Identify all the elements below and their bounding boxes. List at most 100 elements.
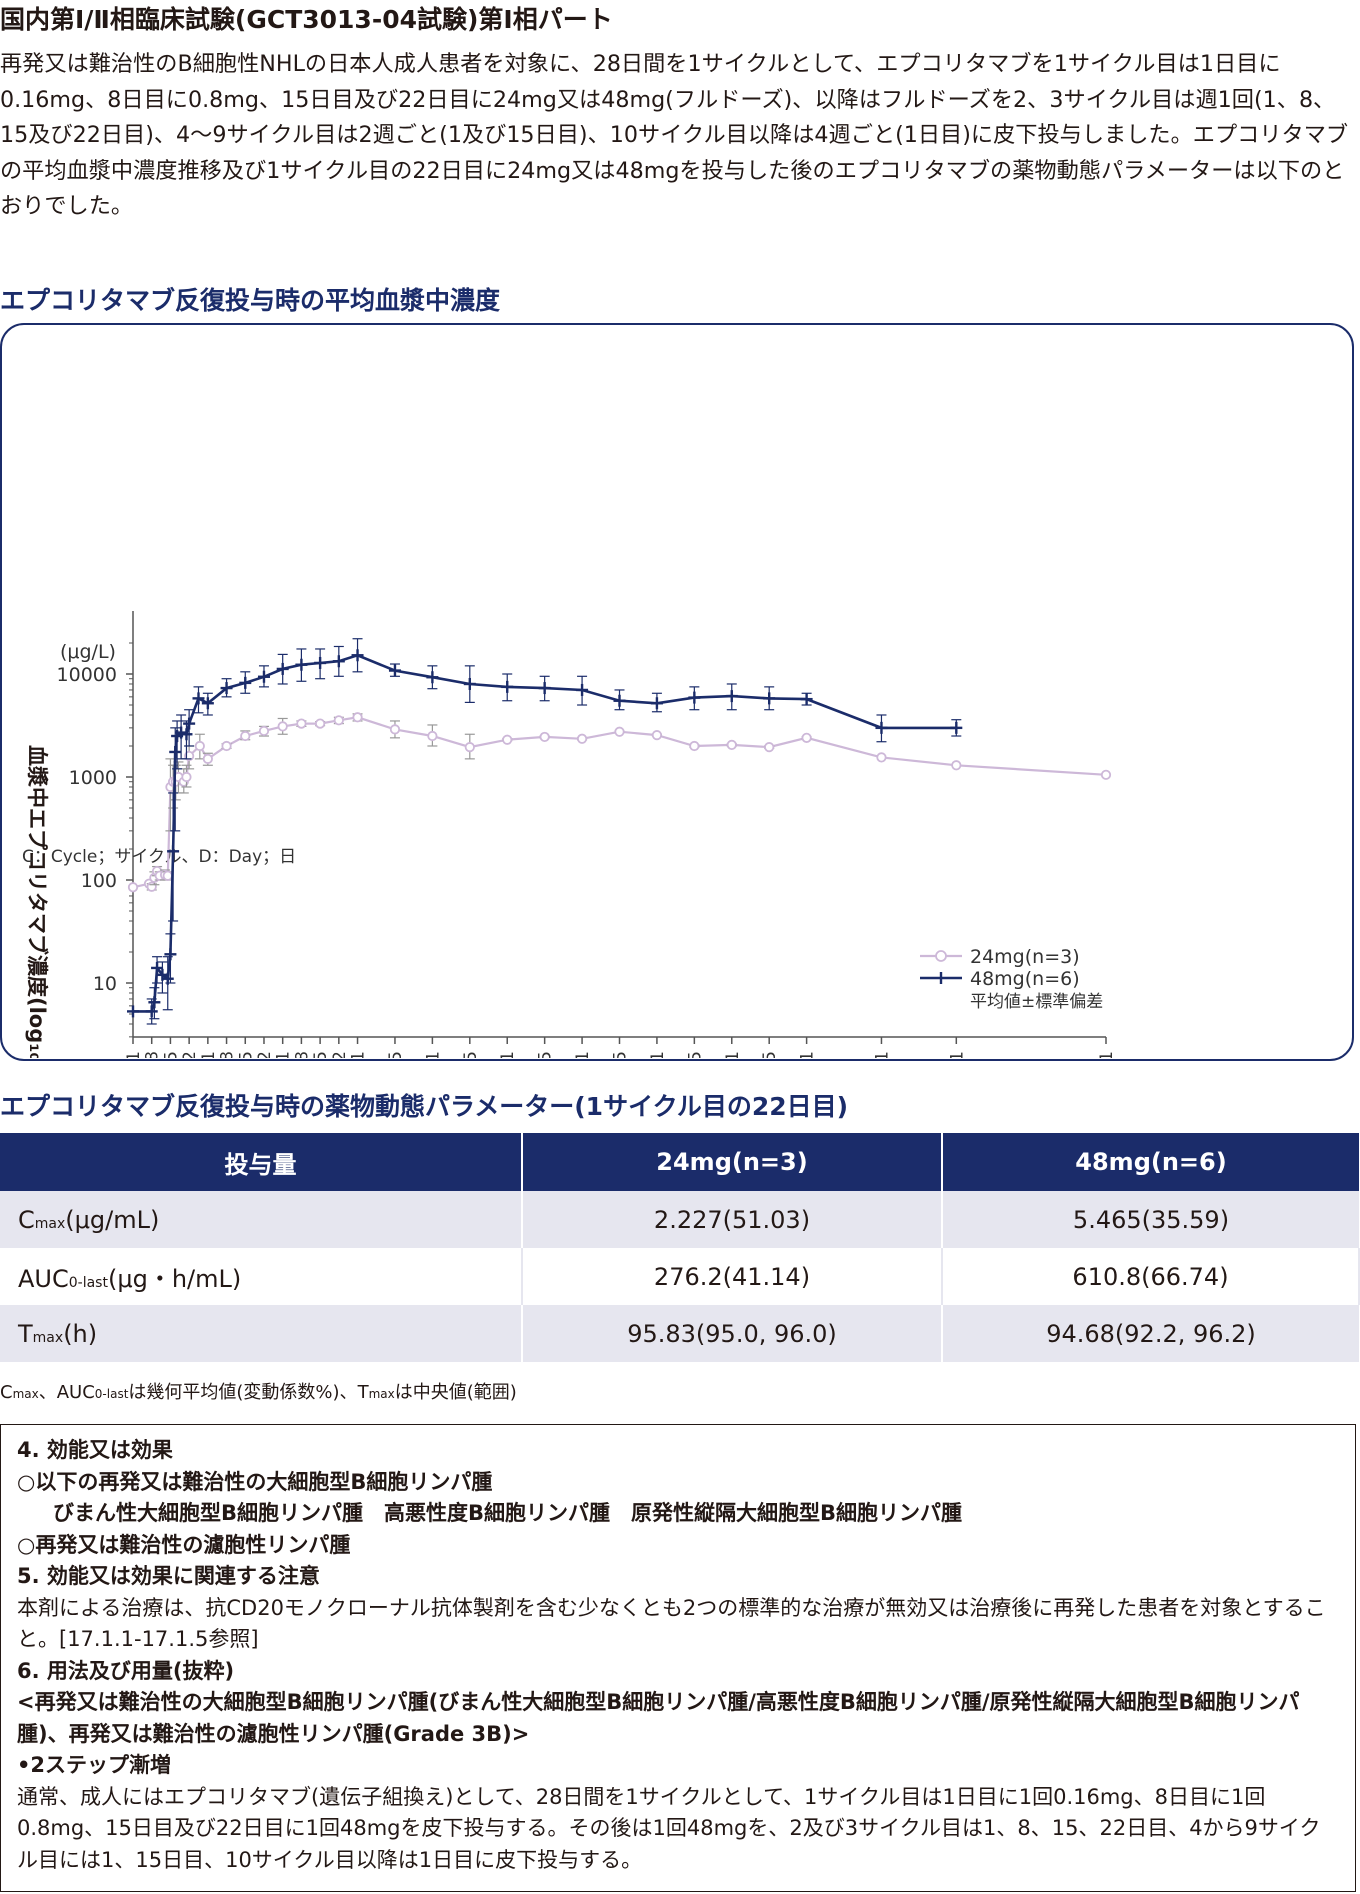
pk-cmax-48mg: 5.465(35.59) xyxy=(942,1191,1359,1248)
x-tick-label: C5D15 xyxy=(461,1051,481,1058)
legend-note: 平均値±標準偏差 xyxy=(970,992,1103,1012)
x-tick-label: C6D15 xyxy=(536,1051,556,1058)
x-tick-label: C1D15 xyxy=(161,1051,181,1058)
pk-auc-48mg: 610.8(66.74) xyxy=(942,1248,1360,1305)
x-tick-label: C12D1 xyxy=(947,1051,967,1058)
x-tick-label: C8D15 xyxy=(685,1051,705,1058)
chart-box: 10 100 1000 10000 (μg/L) 血漿中エプコリタマブ濃度(log₁₀) C… xyxy=(0,323,1354,1061)
data-point xyxy=(277,721,288,732)
data-point xyxy=(876,752,887,763)
chart-section-title: エプコリタマブ反復投与時の平均血漿中濃度 xyxy=(0,286,501,315)
data-point xyxy=(296,718,307,729)
data-point xyxy=(240,730,251,742)
data-point xyxy=(194,740,205,752)
data-point xyxy=(333,715,344,726)
data-point xyxy=(651,730,663,741)
data-point xyxy=(1100,769,1112,780)
x-tick-label: C8D1 xyxy=(648,1051,668,1058)
x-tick-label: C3D15 xyxy=(311,1051,331,1058)
section-6-text: 通常、成人にはエプコリタマブ(遺伝子組換え)として、28日間を1サイクルとして、… xyxy=(17,1784,1321,1872)
data-point xyxy=(221,740,232,752)
intro-paragraph: 再発又は難治性のB細胞性NHLの日本人成人患者を対象に、28日間を1サイクルとし… xyxy=(0,51,1349,219)
pk-table: 投与量 24mg(n=3) 48mg(n=6) Cmax(μg/mL) 2.22… xyxy=(0,1133,1360,1362)
pk-tmax-48mg: 94.68(92.2, 96.2) xyxy=(942,1305,1359,1362)
y-tick-label: 10 xyxy=(93,973,117,995)
table-row: Cmax(μg/mL) 2.227(51.03) 5.465(35.59) xyxy=(0,1191,1359,1248)
x-tick-label: C5D1 xyxy=(423,1051,443,1058)
section-4-title: 4. 効能又は効果 xyxy=(17,1438,173,1462)
table-row: Tmax(h) 95.83(95.0, 96.0) 94.68(92.2, 96… xyxy=(0,1305,1359,1362)
pk-header-dose: 投与量 xyxy=(0,1133,523,1191)
y-tick-label: 10000 xyxy=(57,664,117,686)
x-tick-label: C11D1 xyxy=(872,1051,892,1058)
pk-param-tmax: Tmax(h) xyxy=(0,1305,523,1362)
table-row: AUC0-last(μg・h/mL) 276.2(41.14) 610.8(66… xyxy=(0,1248,1360,1305)
x-tick-label: C14D1 xyxy=(1097,1051,1117,1058)
data-point xyxy=(352,712,363,723)
pk-param-auc: AUC0-last(μg・h/mL) xyxy=(0,1248,523,1305)
page-title: 国内第Ⅰ/Ⅱ相臨床試験(GCT3013-04試験)第Ⅰ相パート xyxy=(0,5,613,34)
y-unit-label: (μg/L) xyxy=(60,641,116,663)
section-6-title: 6. 用法及び用量(抜粋) xyxy=(17,1658,235,1683)
x-tick-label: C6D1 xyxy=(498,1051,518,1058)
pk-header-24mg: 24mg(n=3) xyxy=(522,1133,943,1191)
x-tick-label: C1D22 xyxy=(180,1051,200,1058)
x-tick-label: C1D1 xyxy=(124,1051,144,1058)
legend-label-48mg: 48mg(n=6) xyxy=(970,968,1080,990)
pk-cmax-24mg: 2.227(51.03) xyxy=(522,1191,943,1248)
data-point xyxy=(258,725,270,737)
legend-label-24mg: 24mg(n=3) xyxy=(970,946,1080,968)
data-point xyxy=(539,731,550,743)
concentration-chart: 10100100010000(μg/L)血漿中エプコリタマブ濃度(log₁₀)C… xyxy=(22,611,1117,1058)
x-tick-label: C2D8 xyxy=(218,1051,238,1058)
data-point xyxy=(689,740,700,752)
data-point xyxy=(464,742,475,753)
x-tick-label: C10D1 xyxy=(798,1051,818,1058)
section-4-item-2: ○再発又は難治性の濾胞性リンパ腫 xyxy=(17,1532,351,1557)
x-tick-label: C7D15 xyxy=(611,1051,631,1058)
section-4-item-1-sub: びまん性大細胞型B細胞リンパ腫 高悪性度B細胞リンパ腫 原発性縦隔大細胞型B細胞… xyxy=(53,1501,963,1525)
section-6-step: •2ステップ漸増 xyxy=(17,1753,172,1777)
chart-footnote: C：Cycle；サイクル、D：Day；日 xyxy=(22,847,296,867)
data-point xyxy=(614,726,625,737)
x-tick-label: C9D15 xyxy=(760,1051,780,1058)
data-point xyxy=(951,760,962,771)
x-tick-label: C2D1 xyxy=(199,1051,219,1058)
pk-auc-24mg: 276.2(41.14) xyxy=(522,1248,943,1305)
data-point xyxy=(576,733,588,744)
x-tick-label: C4D1 xyxy=(349,1051,369,1058)
section-6-subtitle: <再発又は難治性の大細胞型B細胞リンパ腫(びまん性大細胞型B細胞リンパ腫/高悪性… xyxy=(17,1690,1300,1746)
x-tick-label: C9D1 xyxy=(723,1051,743,1058)
x-tick-label: C7D1 xyxy=(573,1051,593,1058)
section-4-item-1: ○以下の再発又は難治性の大細胞型B細胞リンパ腫 xyxy=(17,1469,493,1494)
section-5-text: 本剤による治療は、抗CD20モノクローナル抗体製剤を含む少なくとも2つの標準的な… xyxy=(17,1595,1326,1652)
pk-tmax-24mg: 95.83(95.0, 96.0) xyxy=(522,1305,943,1362)
x-tick-label: C2D15 xyxy=(236,1051,256,1058)
data-point xyxy=(162,870,173,881)
pk-param-cmax: Cmax(μg/mL) xyxy=(0,1191,523,1248)
legend-marker-24mg xyxy=(935,950,947,962)
x-tick-label: C3D1 xyxy=(274,1051,294,1058)
x-tick-label: C3D8 xyxy=(292,1051,312,1058)
x-tick-label: C1D8 xyxy=(143,1051,163,1058)
pk-section-title: エプコリタマブ反復投与時の薬物動態パラメーター(1サイクル目の22日目) xyxy=(0,1092,849,1121)
data-point xyxy=(181,771,192,783)
data-point xyxy=(427,730,438,742)
pk-header-48mg: 48mg(n=6) xyxy=(942,1133,1359,1191)
y-axis-label: 血漿中エプコリタマブ濃度(log₁₀) xyxy=(25,745,49,1058)
data-point xyxy=(389,724,401,735)
y-tick-label: 1000 xyxy=(69,767,117,789)
series-line xyxy=(133,653,957,1013)
data-point xyxy=(315,718,326,729)
x-tick-label: C3D22 xyxy=(330,1051,350,1058)
data-point xyxy=(127,882,139,893)
data-point xyxy=(202,753,213,764)
data-point xyxy=(502,734,513,745)
pk-footnote: Cmax、AUC0-lastは幾何平均値(変動係数%)、Tmaxは中央値(範囲) xyxy=(0,1382,517,1403)
x-tick-label: C2D22 xyxy=(255,1051,275,1058)
x-tick-label: C4D15 xyxy=(386,1051,406,1058)
prescribing-info-box: 4. 効能又は効果 ○以下の再発又は難治性の大細胞型B細胞リンパ腫 びまん性大細… xyxy=(0,1424,1356,1892)
section-5-title: 5. 効能又は効果に関連する注意 xyxy=(17,1564,320,1588)
y-tick-label: 100 xyxy=(81,870,117,892)
data-point xyxy=(801,732,812,743)
